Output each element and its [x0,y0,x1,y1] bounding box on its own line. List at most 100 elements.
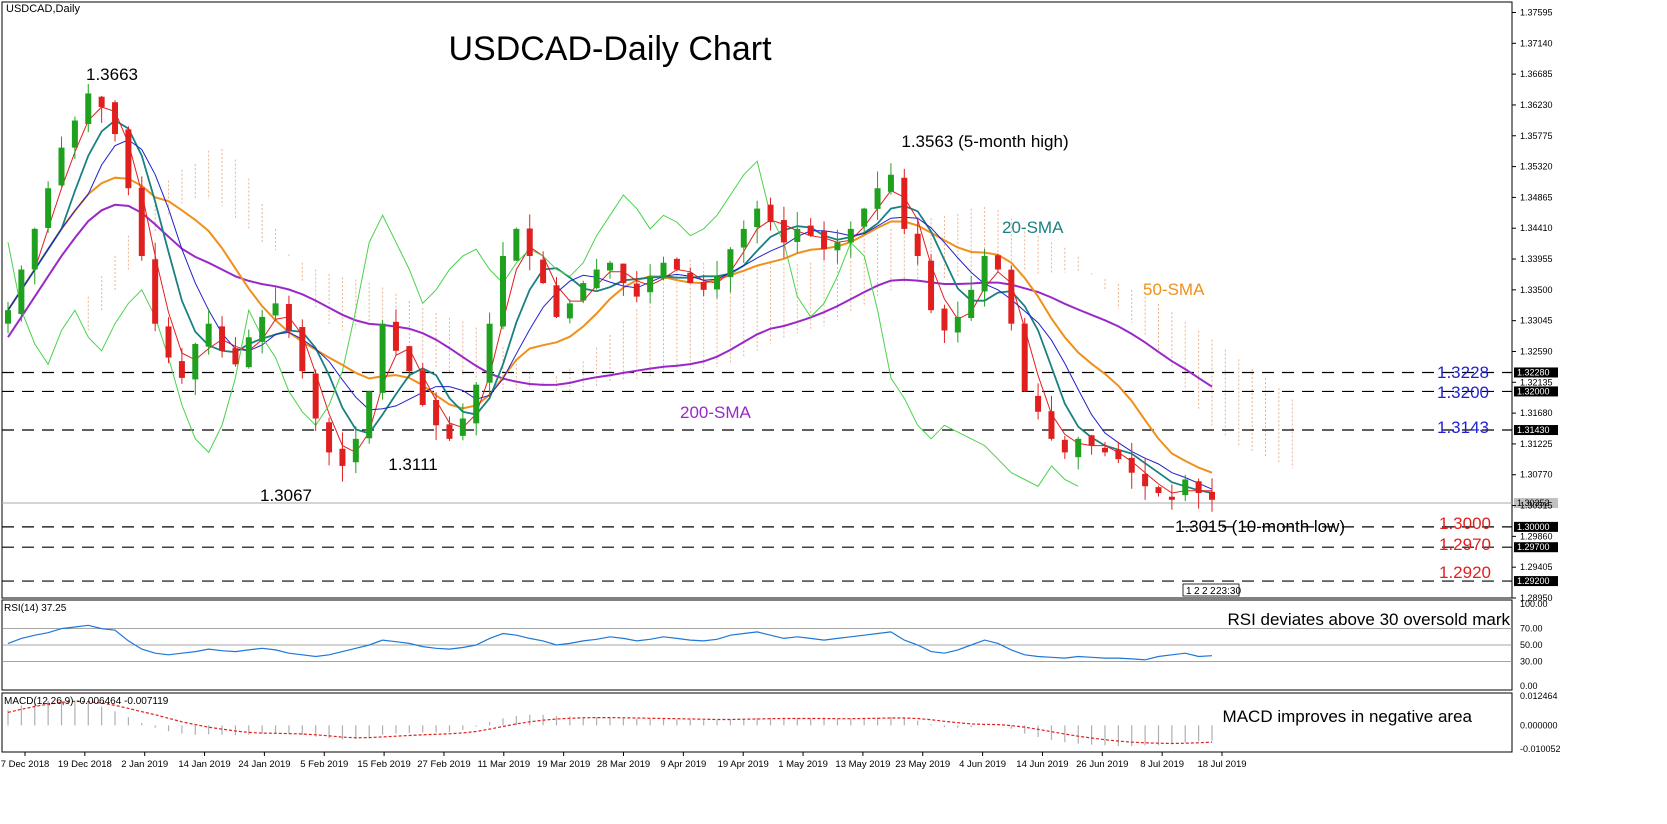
candle-body-18 [246,337,252,367]
candle-body-2 [32,229,38,270]
candle-body-9 [125,129,131,188]
indicator-lines [8,107,1212,493]
level-badge-text-1: 1.32000 [1517,386,1550,396]
candle-body-27 [366,391,372,438]
candle-body-6 [85,93,91,124]
macd-note: MACD improves in negative area [1223,707,1473,726]
time-tag-3: 2 [1202,586,1208,597]
label-20-sma: 20-SMA [1002,218,1064,237]
candle-body-47 [634,284,640,297]
x-tick-label-8: 11 Mar 2019 [477,759,530,770]
y-tick-label-6: 1.34865 [1520,192,1553,202]
candle-body-22 [299,327,305,371]
candle-body-60 [808,226,814,236]
candle-body-35 [473,385,479,424]
y-tick-label-17: 1.29860 [1520,531,1553,541]
candle-body-83 [1115,450,1121,459]
x-tick-label-10: 28 Mar 2019 [597,759,650,770]
annotation-high-dec: 1.3663 [86,65,138,84]
level-label-13200: 1.3200 [1437,383,1489,402]
annotation-high-may: 1.3563 (5-month high) [901,132,1068,151]
y-tick-label-19: 1.28950 [1520,593,1553,603]
candle-body-75 [1008,270,1014,324]
candle-body-14 [192,344,198,379]
candle-body-38 [513,229,519,261]
candle-body-25 [339,449,345,466]
candle-body-48 [647,276,653,292]
candle-body-21 [286,304,292,330]
rsi-tick-4: 0.00 [1520,681,1538,691]
candle-body-16 [219,326,225,350]
x-tick-label-0: 7 Dec 2018 [1,759,50,770]
candle-body-62 [834,242,840,250]
level-label-13143: 1.3143 [1437,418,1489,437]
candle-body-5 [72,121,78,148]
y-tick-label-16: 1.30315 [1520,501,1553,511]
candle-body-53 [714,276,720,289]
symbol-label: USDCAD,Daily [6,3,80,15]
time-tags: 1 2 2 2 23:30 [1183,584,1241,597]
candle-body-88 [1182,479,1188,495]
candle-body-36 [487,324,493,383]
level-badge-text-5: 1.29200 [1517,576,1550,586]
macd-tick-1: 0.000000 [1520,720,1558,730]
candle-body-29 [393,322,399,351]
candle-body-34 [460,419,466,436]
candle-body-28 [380,324,386,393]
rsi-tick-1: 70.00 [1520,624,1543,634]
y-tick-label-7: 1.34410 [1520,223,1553,233]
x-tick-label-3: 14 Jan 2019 [178,759,230,770]
candle-body-59 [794,229,800,242]
candle-body-31 [420,370,426,405]
candle-body-11 [152,259,158,323]
candle-body-69 [928,261,934,310]
candle-body-76 [1022,324,1028,392]
level-label-12920: 1.2920 [1439,563,1491,582]
candle-body-13 [179,361,185,378]
annotation-low-feb2: 1.3111 [388,455,437,474]
candle-body-54 [727,249,733,277]
candle-body-70 [941,309,947,331]
x-tick-label-12: 19 Apr 2019 [718,759,769,770]
candle-body-37 [500,256,506,326]
y-tick-label-8: 1.33955 [1520,254,1553,264]
level-badge-text-4: 1.29700 [1517,542,1550,552]
candle-body-7 [99,97,105,107]
y-tick-label-13: 1.31680 [1520,408,1553,418]
x-tick-label-13: 1 May 2019 [778,759,828,770]
y-tick-label-0: 1.37595 [1520,7,1553,17]
candle-body-20 [273,303,279,315]
candle-body-81 [1089,435,1095,445]
level-badge-text-2: 1.31430 [1517,425,1550,435]
candle-body-4 [59,148,65,186]
candle-body-42 [567,303,573,318]
candle-body-68 [915,234,921,256]
candle-body-58 [781,220,787,242]
y-tick-label-9: 1.33500 [1520,285,1553,295]
y-tick-label-3: 1.36230 [1520,100,1553,110]
candle-body-86 [1155,487,1161,493]
candle-body-1 [18,270,24,315]
candle-body-84 [1129,458,1135,473]
candle-body-43 [580,283,586,300]
candle-body-74 [995,255,1001,269]
rsi-line [8,625,1212,660]
y-tick-label-11: 1.32590 [1520,346,1553,356]
candle-body-71 [955,317,961,333]
candle-body-33 [446,424,452,438]
x-tick-label-2: 2 Jan 2019 [121,759,168,770]
y-tick-label-18: 1.29405 [1520,562,1553,572]
candle-body-61 [821,231,827,249]
candle-body-56 [754,209,760,228]
y-tick-label-1: 1.37140 [1520,38,1553,48]
horizontal-levels: 1.322801.320001.314301.300001.297001.292… [2,367,1558,586]
x-tick-label-5: 5 Feb 2019 [300,759,348,770]
y-tick-label-14: 1.31225 [1520,439,1553,449]
candle-body-23 [313,374,319,419]
candle-body-46 [620,264,626,283]
annotation-low-feb1: 1.3067 [260,486,312,505]
candle-body-41 [553,285,559,317]
candle-body-19 [259,317,265,342]
x-tick-label-17: 14 Jun 2019 [1016,759,1068,770]
candle-body-87 [1169,497,1175,500]
